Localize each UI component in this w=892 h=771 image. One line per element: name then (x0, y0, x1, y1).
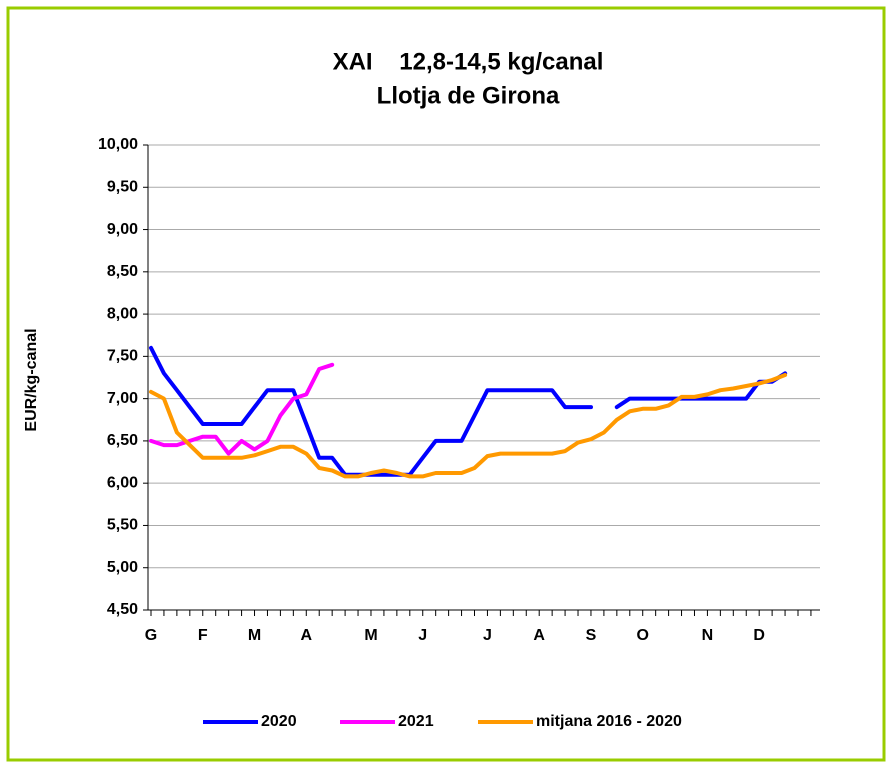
y-tick-label: 9,50 (107, 178, 138, 195)
chart-border (6, 6, 886, 762)
legend-label: 2020 (261, 713, 297, 730)
y-tick-label: 8,00 (107, 305, 138, 322)
x-tick-label: M (248, 627, 261, 644)
x-tick-label: O (636, 627, 648, 644)
y-tick-label: 10,00 (98, 136, 138, 153)
y-tick-label: 7,50 (107, 348, 138, 365)
y-tick-label: 5,50 (107, 517, 138, 534)
x-tick-label: M (364, 627, 377, 644)
x-tick-label: S (586, 627, 597, 644)
y-tick-label: 4,50 (107, 601, 138, 618)
x-tick-label: N (702, 627, 714, 644)
x-tick-label: D (753, 627, 765, 644)
y-tick-label: 6,00 (107, 474, 138, 491)
x-tick-label: A (533, 627, 545, 644)
series-line (149, 373, 788, 479)
y-tick-label: 9,00 (107, 221, 138, 238)
x-tick-label: F (198, 627, 208, 644)
y-tick-label: 7,00 (107, 390, 138, 407)
x-tick-label: G (145, 627, 157, 644)
y-axis-label: EUR/kg-canal (23, 328, 40, 431)
x-tick-label: A (300, 627, 312, 644)
y-tick-label: 6,50 (107, 432, 138, 449)
x-tick-label: J (483, 627, 492, 644)
legend-label: mitjana 2016 - 2020 (536, 713, 682, 730)
series-line (149, 362, 335, 456)
chart-subtitle: Llotja de Girona (377, 82, 560, 109)
y-tick-label: 8,50 (107, 263, 138, 280)
y-tick-label: 5,00 (107, 559, 138, 576)
x-tick-label: J (418, 627, 427, 644)
chart-title: XAI 12,8-14,5 kg/canal (333, 48, 604, 75)
legend-label: 2021 (398, 713, 434, 730)
